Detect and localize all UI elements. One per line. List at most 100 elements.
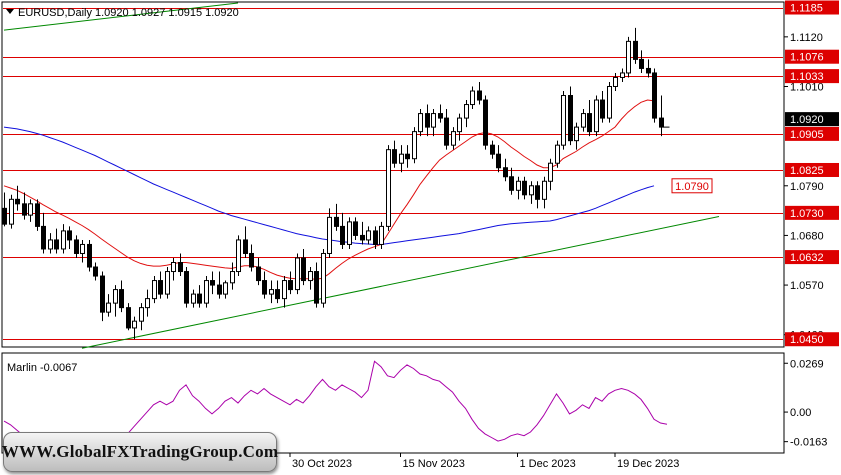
trend-lines bbox=[3, 2, 720, 349]
candle bbox=[28, 199, 33, 222]
candle bbox=[626, 36, 631, 78]
ma-red-line bbox=[3, 99, 655, 280]
candle bbox=[15, 185, 20, 211]
candle bbox=[347, 217, 352, 249]
price-tick-label: 1.0570 bbox=[790, 280, 824, 292]
main-panel-frame bbox=[1, 1, 785, 348]
indicator-tick-label: 0.00 bbox=[790, 407, 811, 419]
candle bbox=[373, 226, 378, 249]
candle bbox=[119, 280, 124, 313]
candle bbox=[464, 100, 469, 128]
time-tick-label: 1 Dec 2023 bbox=[520, 458, 576, 470]
candle bbox=[158, 271, 163, 299]
candle bbox=[405, 145, 410, 168]
candle bbox=[470, 86, 475, 110]
candle bbox=[360, 221, 365, 245]
candle bbox=[620, 68, 625, 82]
candle bbox=[204, 276, 209, 308]
candle bbox=[522, 176, 527, 200]
candle bbox=[353, 217, 358, 240]
candle bbox=[74, 235, 79, 258]
candle bbox=[236, 235, 241, 277]
candle bbox=[639, 50, 644, 73]
candle bbox=[249, 244, 254, 272]
trendline-2[interactable] bbox=[81, 215, 720, 349]
candle bbox=[152, 276, 157, 304]
candle bbox=[22, 192, 27, 220]
candle bbox=[54, 228, 59, 254]
price-tick-label: 1.1010 bbox=[790, 81, 824, 93]
candle bbox=[48, 233, 53, 254]
candle bbox=[529, 181, 534, 204]
candle bbox=[633, 27, 638, 64]
candle bbox=[555, 140, 560, 168]
candle bbox=[230, 262, 235, 290]
candle bbox=[184, 267, 189, 308]
level-tag-text: 1.1076 bbox=[790, 52, 824, 64]
candle bbox=[425, 104, 430, 137]
collapse-triangle-icon[interactable] bbox=[6, 9, 14, 14]
candle bbox=[243, 226, 248, 258]
candle bbox=[366, 226, 371, 245]
candle bbox=[431, 109, 436, 137]
level-tag-1.0450 bbox=[785, 332, 839, 347]
candle bbox=[113, 285, 118, 317]
candle bbox=[412, 127, 417, 164]
candle bbox=[178, 253, 183, 277]
indicator-tick-label: 0.0269 bbox=[790, 358, 824, 370]
candle bbox=[191, 289, 196, 308]
candle bbox=[35, 199, 40, 231]
watermark-logo: WWW.GlobalFXTradingGroup.Com bbox=[2, 432, 278, 472]
candle bbox=[41, 212, 46, 254]
candle bbox=[2, 192, 7, 227]
main-panel: 1.0790 EURUSD,Daily 1.0920 1.0927 1.0915… bbox=[1, 1, 785, 349]
level-tag-1.1033 bbox=[785, 69, 839, 84]
candle bbox=[548, 158, 553, 191]
candle bbox=[80, 239, 85, 263]
annotation-box[interactable] bbox=[671, 178, 713, 194]
candle bbox=[223, 280, 228, 299]
current-price-tag bbox=[785, 112, 839, 127]
candle bbox=[217, 271, 222, 299]
time-tick-label: 15 Nov 2023 bbox=[403, 458, 465, 470]
indicator-axis: 0.0269 0.00 -0.0163 bbox=[784, 358, 827, 449]
candle bbox=[197, 285, 202, 308]
candle bbox=[561, 91, 566, 150]
candle bbox=[67, 226, 72, 249]
level-tag-1.0632 bbox=[785, 250, 839, 265]
symbol-header: EURUSD,Daily 1.0920 1.0927 1.0915 1.0920 bbox=[18, 7, 239, 19]
price-axis: 1.11201.10101.07901.06801.05701.04601.11… bbox=[663, 0, 839, 347]
candle bbox=[340, 212, 345, 249]
candle bbox=[139, 303, 144, 331]
candle bbox=[542, 176, 547, 209]
level-tag-1.1185 bbox=[785, 0, 839, 15]
candle bbox=[165, 267, 170, 299]
candle bbox=[282, 276, 287, 308]
candle bbox=[438, 104, 443, 123]
candle bbox=[379, 221, 384, 249]
current-price-text: 1.0920 bbox=[790, 114, 824, 126]
annotation-label: 1.0790 bbox=[675, 181, 709, 193]
trendline-1[interactable] bbox=[3, 2, 239, 31]
candle bbox=[516, 176, 521, 200]
level-tag-text: 1.0905 bbox=[790, 129, 824, 141]
candle bbox=[210, 271, 215, 295]
candle bbox=[301, 248, 306, 286]
time-tick-label: 19 Dec 2023 bbox=[617, 458, 679, 470]
candle bbox=[496, 145, 501, 173]
time-axis: 30 Oct 2023 15 Nov 2023 1 Dec 2023 19 Dec 2… bbox=[289, 453, 679, 470]
candle bbox=[262, 271, 267, 299]
candle bbox=[145, 289, 150, 317]
candle bbox=[483, 95, 488, 150]
candle bbox=[594, 95, 599, 137]
candle bbox=[321, 248, 326, 308]
candle bbox=[61, 224, 66, 254]
candle bbox=[288, 271, 293, 295]
level-tag-text: 1.0730 bbox=[790, 208, 824, 220]
candle bbox=[392, 140, 397, 168]
candle bbox=[327, 208, 332, 258]
candle bbox=[613, 72, 618, 92]
candle bbox=[334, 203, 339, 231]
candle bbox=[269, 280, 274, 304]
candle bbox=[659, 95, 664, 137]
